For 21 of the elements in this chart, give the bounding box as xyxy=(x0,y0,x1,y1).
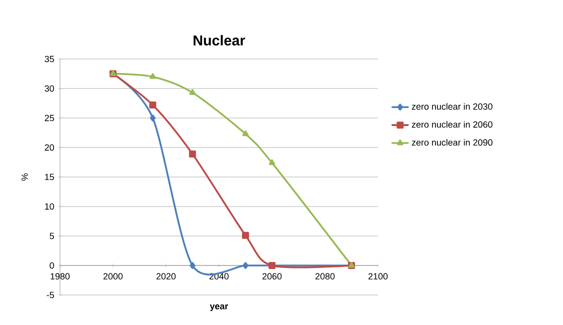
legend-label: zero nuclear in 2030 xyxy=(412,103,492,110)
y-tick-label: 25 xyxy=(44,114,54,122)
x-axis-title: year xyxy=(210,304,228,312)
x-tick-label: 2060 xyxy=(262,273,282,280)
x-tick-label: 1980 xyxy=(50,273,70,280)
x-tick-label: 2100 xyxy=(368,273,388,280)
y-tick-label: -5 xyxy=(46,292,54,298)
x-tick-label: 2080 xyxy=(315,273,335,280)
y-tick-label: 20 xyxy=(44,144,54,151)
chart-title: Nuclear xyxy=(194,34,246,46)
y-tick-label: 5 xyxy=(50,232,54,240)
x-tick-label: 2020 xyxy=(156,273,176,280)
y-tick-label: 15 xyxy=(45,174,54,180)
y-tick-label: 30 xyxy=(44,85,54,92)
y-tick-label: 0 xyxy=(50,262,54,269)
x-tick-label: 2000 xyxy=(103,273,123,280)
legend-label: zero nuclear in 2060 xyxy=(412,121,492,128)
y-axis-title: % xyxy=(22,173,28,181)
legend-label: zero nuclear in 2090 xyxy=(412,139,492,146)
y-tick-label: 35 xyxy=(44,56,54,62)
y-tick-label: 10 xyxy=(45,203,54,210)
